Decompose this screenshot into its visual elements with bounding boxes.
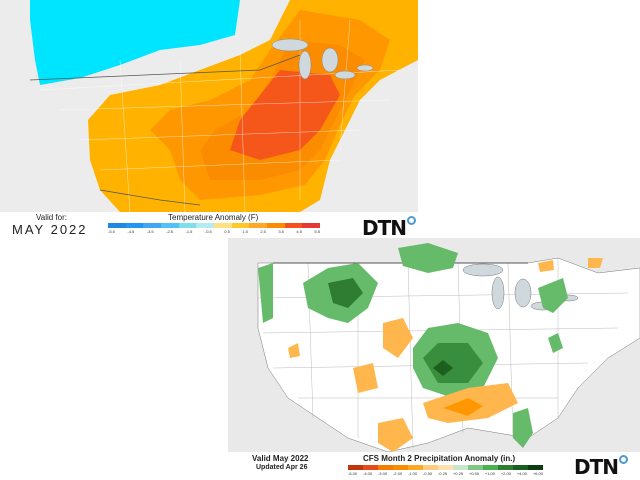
precip-color-scale [348,465,543,470]
precipitation-anomaly-map [228,238,640,452]
precip-tick: +6.00 [532,471,543,476]
temperature-tick: 3.5 [278,229,284,234]
precip-swatch [453,465,468,470]
precip-valid-label: Valid May 2022 [252,454,309,463]
temperature-legend-title: Temperature Anomaly (F) [168,213,259,222]
precip-swatch [498,465,513,470]
temperature-swatch [196,223,215,228]
temperature-swatch [249,223,268,228]
precipitation-map-graphic [228,238,640,452]
precip-swatch [393,465,408,470]
temperature-map-graphic [0,0,418,212]
precip-legend-title: CFS Month 2 Precipitation Anomaly (in.) [363,454,516,463]
precip-tick: -3.00 [377,471,388,476]
precip-swatch [513,465,528,470]
temperature-swatch [125,223,144,228]
temperature-swatch [267,223,285,228]
temperature-swatch [231,223,250,228]
precip-swatch [378,465,393,470]
precip-tick: -1.00 [407,471,418,476]
dtn-logo-precip: DTN [574,455,628,479]
temperature-swatch [284,223,303,228]
precip-tick-labels: -6.00 -4.00 -3.00 -2.00 -1.00 -0.50 -0.25 +0.25… [348,471,543,477]
precip-swatch [423,465,438,470]
precip-swatch [468,465,483,470]
precip-tick: -6.00 [348,471,358,476]
precip-tick: +0.25 [452,471,464,476]
dtn-logo: DTN [362,216,416,240]
temperature-swatch [178,223,197,228]
temperature-swatch [108,223,126,228]
temperature-tick: 4.5 [296,229,302,234]
temperature-swatch [161,223,179,228]
temperature-legend: Valid for: MAY 2022 Temperature Anomaly … [0,212,418,240]
temperature-swatch [214,223,232,228]
precip-swatch [348,465,363,470]
temperature-color-scale [108,223,321,228]
temperature-tick: 0.5 [224,229,230,234]
precip-tick: -4.00 [362,471,373,476]
precip-updated-label: Updated Apr 26 [256,464,308,471]
temperature-tick: -0.5 [204,229,212,234]
temperature-tick: 2.5 [260,229,266,234]
precip-tick: -0.25 [437,471,448,476]
temperature-tick: -3.5 [146,229,154,234]
temperature-tick: -1.5 [185,229,193,234]
temperature-anomaly-map [0,0,418,212]
temperature-tick: 5.5 [314,229,320,234]
precip-tick: -0.50 [422,471,433,476]
temperature-tick: -4.5 [127,229,135,234]
precip-swatch [408,465,423,470]
precip-tick: +4.00 [516,471,527,476]
temperature-swatch [143,223,162,228]
valid-month-label: MAY 2022 [12,222,88,237]
valid-for-label: Valid for: [36,213,67,222]
precip-swatch [528,465,543,470]
precip-tick: +1.00 [484,471,495,476]
precip-tick: +0.50 [468,471,479,476]
temperature-tick-labels: -5.5 -4.5 -3.5 -2.5 -1.5 -0.5 0.5 1.5 2.5 3.5 4.5 5… [108,229,320,235]
precip-swatch [438,465,453,470]
precip-swatch [363,465,378,470]
temperature-tick: -5.5 [108,229,115,234]
temperature-swatch [302,223,321,228]
temperature-tick: -2.5 [166,229,174,234]
temperature-tick: 1.5 [242,229,248,234]
precip-tick: -2.00 [392,471,403,476]
precipitation-legend: Valid May 2022 Updated Apr 26 CFS Month … [228,452,640,480]
precip-swatch [483,465,498,470]
precip-tick: +2.00 [500,471,511,476]
